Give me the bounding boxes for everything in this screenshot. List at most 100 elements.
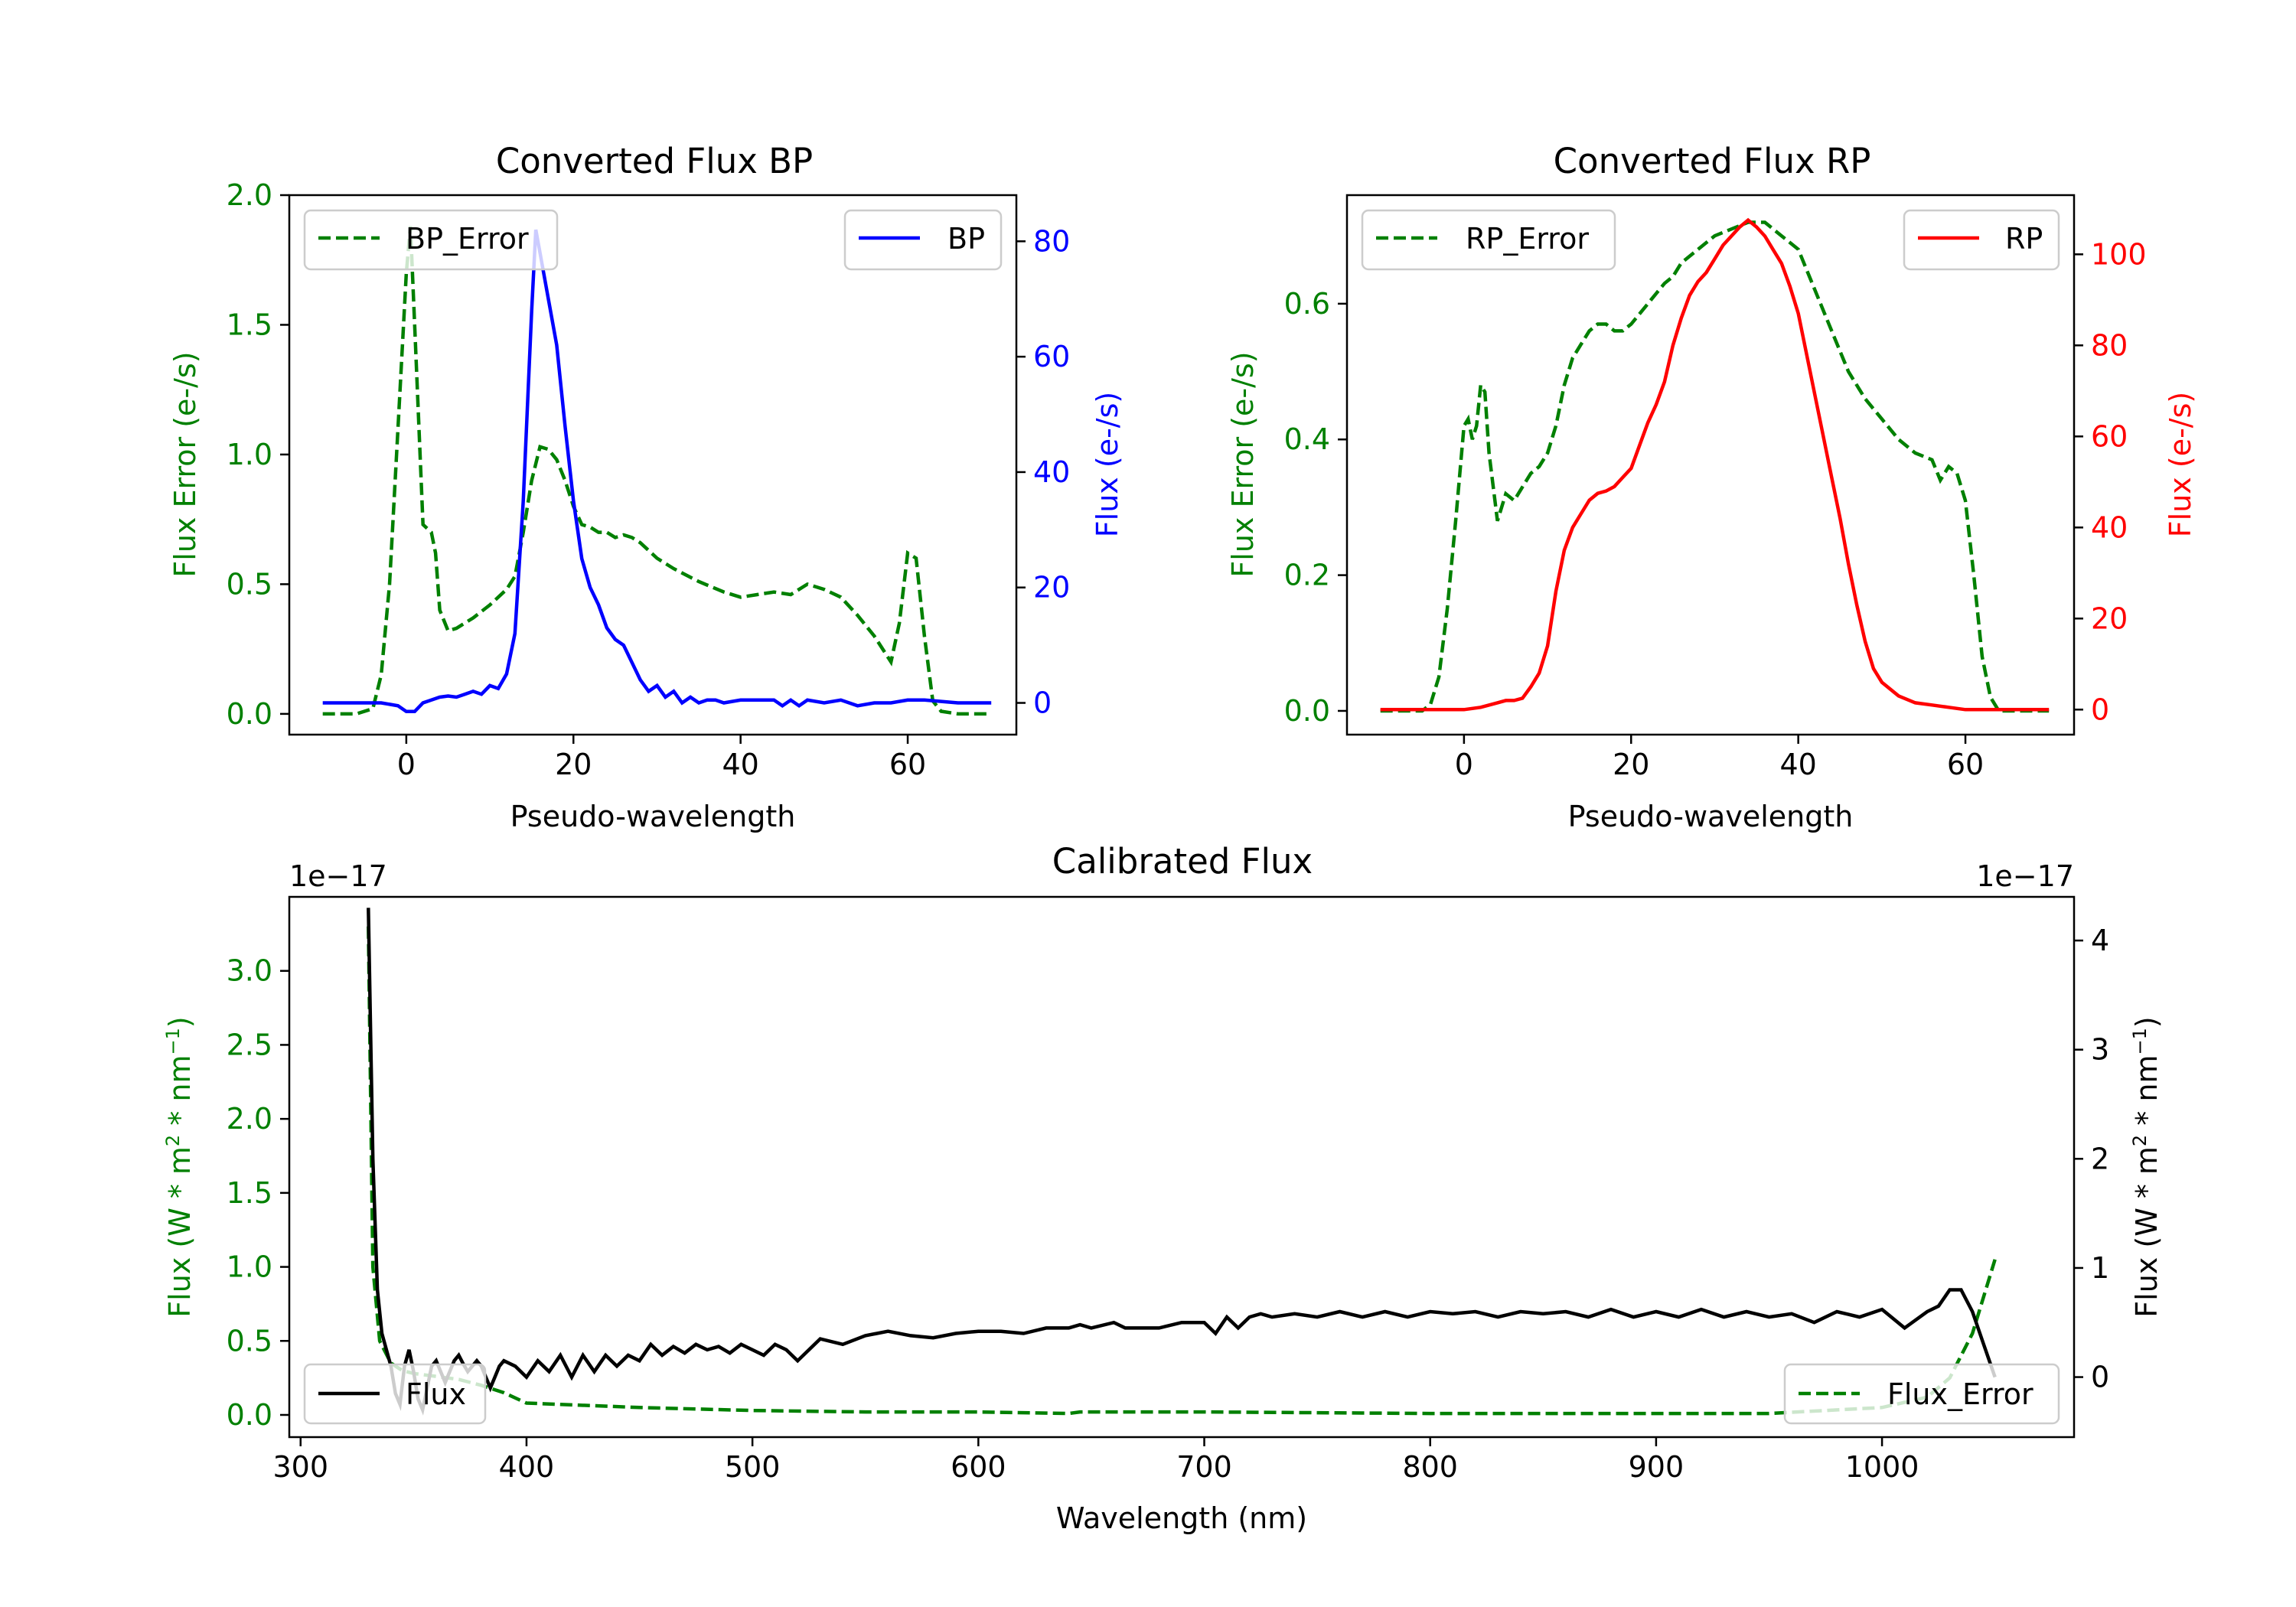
bp-left-tick-label: 0.5 [227,567,272,601]
bp-flux-line [322,229,992,714]
cal-panel: Calibrated Flux 1e−17 1e−17 0.0 0.5 1.0 1.5… [162,841,2164,1535]
rp-legend-left: RP_Error [1361,209,1616,271]
bp-x-tick-label: 0 [397,748,416,781]
rp-flux-line [1380,217,2050,712]
bp-left-tick-label: 2.0 [227,178,272,212]
cal-left-offset: 1e−17 [289,859,387,893]
cal-left-tick-label: 2.5 [227,1028,272,1061]
cal-x-axis-ticks: 300 400 500 600 700 800 900 1000 [272,1437,1919,1484]
bp-plot-frame [288,194,1018,736]
bp-right-tick-label: 60 [1033,340,1070,373]
bp-error-line [322,226,992,716]
bp-left-y-label: Flux Error (e-/s) [168,351,202,577]
cal-x-tick-label: 500 [725,1450,781,1484]
cal-left-tick-label: 1.0 [227,1250,272,1284]
rp-right-tick-label: 40 [2091,510,2128,544]
rp-title: Converted Flux RP [1554,141,1871,181]
rp-left-axis-ticks: 0.0 0.2 0.4 0.6 [1284,287,1347,728]
cal-legend-right: Flux_Error [1783,1363,2060,1425]
bp-left-tick-label: 1.0 [227,438,272,471]
cal-left-tick-label: 3.0 [227,954,272,988]
cal-x-tick-label: 700 [1176,1450,1232,1484]
bp-legend-left-label: BP_Error [406,222,529,256]
rp-left-y-label: Flux Error (e-/s) [1226,351,1260,577]
bp-legend-right-label: BP [947,222,985,256]
rp-left-tick-label: 0.0 [1284,694,1330,728]
rp-panel: Converted Flux RP 0.0 0.2 0.4 0.6 0 20 40 60 80… [1226,141,2197,833]
cal-right-y-label: Flux (W * m2 * nm−1) [2129,1016,2164,1317]
rp-right-tick-label: 80 [2091,328,2128,362]
cal-x-tick-label: 1000 [1845,1450,1919,1484]
bp-panel: Converted Flux BP 0.0 0.5 1.0 1.5 2.0 0 20 40 6… [168,141,1124,833]
rp-x-axis-ticks: 0 20 40 60 [1455,735,1984,781]
cal-flux-line [367,908,1997,1416]
rp-left-tick-label: 0.6 [1284,287,1330,321]
bp-right-tick-label: 0 [1033,686,1052,720]
cal-right-axis-ticks: 0 1 2 3 4 [2074,924,2109,1394]
bp-legend-right: BP [843,209,1003,271]
rp-right-tick-label: 100 [2091,237,2147,271]
cal-left-axis-ticks: 0.0 0.5 1.0 1.5 2.0 2.5 3.0 [227,954,289,1432]
rp-left-tick-label: 0.4 [1284,422,1330,456]
cal-left-tick-label: 0.0 [227,1398,272,1432]
cal-x-tick-label: 900 [1629,1450,1684,1484]
cal-title: Calibrated Flux [1052,841,1313,882]
rp-legend-right-label: RP [2005,222,2043,256]
cal-x-tick-label: 400 [499,1450,555,1484]
rp-legend-left-box [1361,209,1616,271]
bp-x-tick-label: 20 [555,748,592,781]
cal-right-tick-label: 4 [2091,924,2109,957]
bp-x-label: Pseudo-wavelength [510,800,796,833]
bp-x-tick-label: 40 [722,748,758,781]
cal-right-tick-label: 1 [2091,1251,2109,1285]
rp-x-tick-label: 40 [1779,748,1816,781]
cal-left-tick-label: 0.5 [227,1324,272,1358]
cal-legend-left-label: Flux [406,1377,466,1411]
bp-right-tick-label: 80 [1033,224,1070,258]
cal-left-y-label: Flux (W * m2 * nm−1) [162,1016,197,1317]
rp-plot-frame [1345,194,2076,736]
rp-x-tick-label: 60 [1947,748,1984,781]
bp-right-tick-label: 40 [1033,455,1070,489]
bp-right-axis-ticks: 0 20 40 60 80 [1016,224,1070,720]
rp-right-axis-ticks: 0 20 40 60 80 100 [2074,237,2147,726]
bp-left-axis-ticks: 0.0 0.5 1.0 1.5 2.0 [227,178,289,731]
cal-legend-left: Flux [303,1363,487,1425]
bp-right-tick-label: 20 [1033,571,1070,605]
bp-title: Converted Flux BP [496,141,813,181]
cal-legend-right-box [1783,1363,2060,1425]
rp-legend-left-label: RP_Error [1466,222,1589,256]
rp-error-line [1380,220,2050,713]
rp-x-label: Pseudo-wavelength [1568,800,1854,833]
cal-x-tick-label: 800 [1402,1450,1458,1484]
rp-x-tick-label: 0 [1455,748,1473,781]
cal-x-tick-label: 600 [951,1450,1006,1484]
cal-legend-left-box [303,1363,487,1425]
rp-legend-right: RP [1903,209,2060,271]
cal-right-tick-label: 2 [2091,1142,2109,1175]
cal-x-label: Wavelength (nm) [1056,1501,1307,1535]
cal-left-tick-label: 2.0 [227,1102,272,1136]
bp-legend-left-box [303,209,559,271]
bp-legend-left: BP_Error [303,209,559,271]
cal-right-offset: 1e−17 [1976,859,2074,893]
cal-right-tick-label: 3 [2091,1033,2109,1067]
cal-right-tick-label: 0 [2091,1361,2109,1394]
rp-right-tick-label: 60 [2091,419,2128,453]
cal-left-tick-label: 1.5 [227,1176,272,1210]
rp-right-tick-label: 0 [2091,693,2109,726]
cal-plot-frame [288,895,2076,1439]
cal-legend-right-label: Flux_Error [1887,1377,2033,1411]
bp-legend-right-box [843,209,1003,271]
bp-left-tick-label: 0.0 [227,697,272,731]
rp-x-tick-label: 20 [1613,748,1649,781]
rp-left-tick-label: 0.2 [1284,559,1330,592]
cal-x-tick-label: 300 [272,1450,328,1484]
rp-legend-right-box [1903,209,2060,271]
rp-right-tick-label: 20 [2091,601,2128,635]
bp-left-tick-label: 1.5 [227,308,272,341]
rp-right-y-label: Flux (e-/s) [2164,392,2197,537]
bp-x-tick-label: 60 [889,748,926,781]
bp-right-y-label: Flux (e-/s) [1091,392,1124,537]
